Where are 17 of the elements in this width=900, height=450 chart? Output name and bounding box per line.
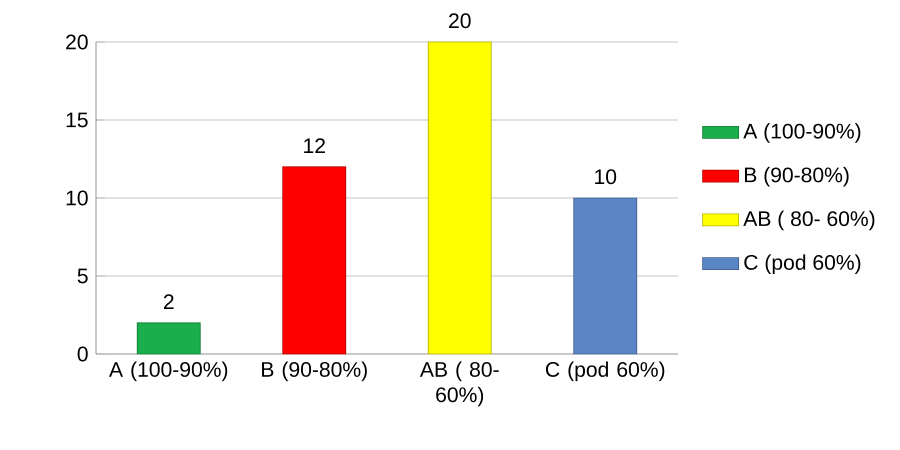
legend-label: C (pod 60%) <box>744 254 860 274</box>
x-tick-label: B (90-80%) <box>262 361 367 382</box>
y-tick-label: 0 <box>78 346 88 362</box>
y-tick-label: 5 <box>78 268 88 284</box>
legend-label: B (90-80%) <box>744 166 849 187</box>
y-tick-label: 20 <box>66 34 88 50</box>
legend-label: AB ( 80- 60%) <box>743 210 874 230</box>
data-label: 12 <box>304 138 325 154</box>
x-tick-label: AB ( 80- 60%) <box>420 361 499 406</box>
x-tick-label: A (100-90%) <box>109 361 228 382</box>
data-label: 10 <box>595 169 616 184</box>
legend-label: A (100-90%) <box>743 123 860 143</box>
y-tick-label: 15 <box>66 112 88 128</box>
x-tick-label: C (pod 60%) <box>546 361 664 382</box>
y-tick-label: 10 <box>66 190 88 206</box>
data-label: 2 <box>164 294 174 310</box>
data-label: 20 <box>449 13 471 28</box>
